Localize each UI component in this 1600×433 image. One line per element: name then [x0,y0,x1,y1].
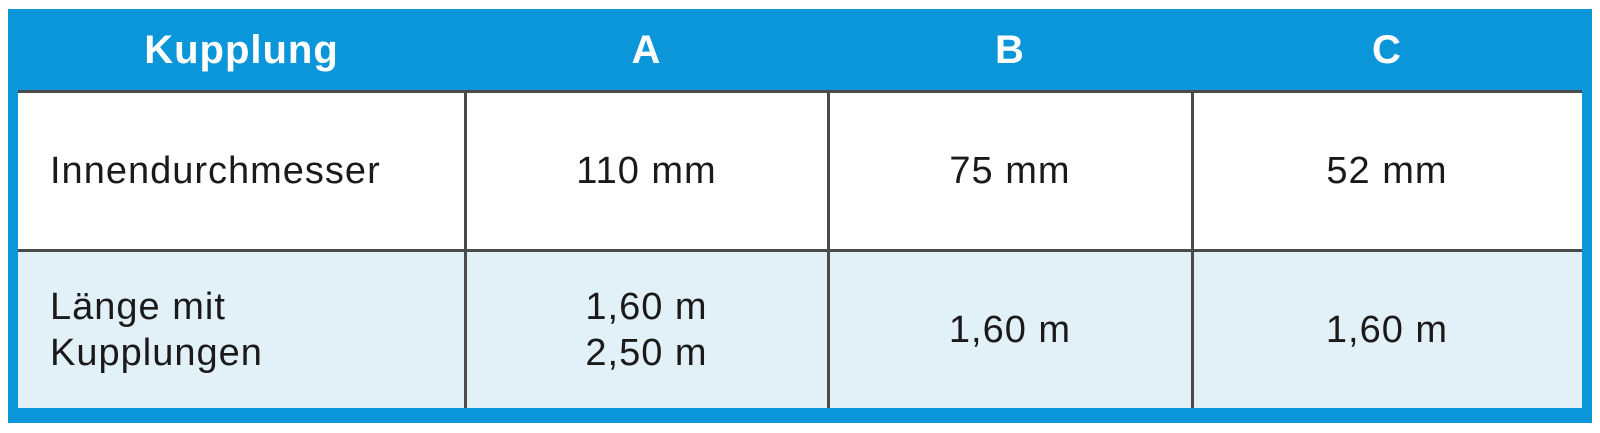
table-cell: 110 mm [465,90,828,249]
table-cell: 75 mm [828,90,1192,249]
header-cell: A [631,27,662,72]
column-divider [827,90,830,408]
column-divider [1191,90,1194,408]
table-cell: Innendurchmesser [18,90,465,249]
table-cell: 1,60 m [1192,249,1582,408]
cell-line: 2,50 m [585,332,708,374]
table-cell: 1,60 m [828,249,1192,408]
table-frame: Kupplung A B C Innendurchmesser 110 mm 75 mm 52… [8,9,1592,423]
header-cell: C [1372,27,1402,72]
cell-line: Länge mit [50,286,226,328]
table-cell: 1,60 m 2,50 m [465,249,828,408]
cell-line: 1,60 m [585,286,708,328]
header-cell: B [995,27,1025,72]
table-cell: Länge mit Kupplungen [18,249,465,408]
column-divider [464,90,467,408]
table-cell: 52 mm [1192,90,1582,249]
header-cell: Kupplung [144,27,339,72]
cell-line: Kupplungen [50,332,263,374]
